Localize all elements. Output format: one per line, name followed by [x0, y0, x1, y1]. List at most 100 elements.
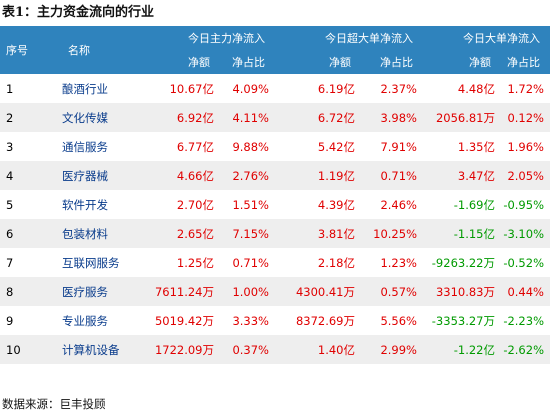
row-index: 1 [6, 81, 14, 96]
industry-name: 医疗器械 [50, 161, 140, 190]
row-index: 8 [0, 277, 50, 306]
main-net-ratio: 1.51% [232, 197, 269, 212]
main-net-amount: 7611.24万 [140, 277, 220, 306]
large-net-ratio: 0.44% [501, 277, 550, 306]
large-net-ratio: 1.96% [507, 139, 544, 154]
main-net-ratio: 3.33% [232, 313, 269, 328]
row-index: 5 [6, 197, 14, 212]
sub-amount-header: 净额 [140, 50, 220, 74]
super-large-net-ratio: 1.23% [380, 255, 417, 270]
super-large-net-ratio: 0.71% [361, 161, 423, 190]
super-large-net-amount: 1.40亿 [275, 335, 361, 364]
main-net-amount: 5019.42万 [154, 313, 214, 328]
sub-amount-header: 净额 [423, 50, 501, 74]
row-index: 10 [0, 335, 50, 364]
super-large-net-amount: 6.72亿 [275, 103, 361, 132]
industry-name: 软件开发 [62, 197, 108, 212]
super-large-net-ratio: 3.98% [361, 103, 423, 132]
table-caption: 表1：主力资金流向的行业 [2, 5, 155, 20]
large-net-amount: 3.47亿 [423, 161, 501, 190]
large-net-amount: 2056.81万 [423, 103, 501, 132]
super-large-net-amount: 4300.41万 [275, 277, 361, 306]
industry-name: 文化传媒 [50, 103, 140, 132]
super-large-net-ratio: 2.99% [361, 335, 423, 364]
large-net-amount: -1.15亿 [423, 219, 501, 248]
super-large-net-amount: 4.39亿 [317, 197, 355, 212]
sub-ratio-header: 净占比 [501, 50, 550, 74]
super-large-net-ratio: 0.57% [361, 277, 423, 306]
main-net-ratio: 7.15% [220, 219, 275, 248]
industry-name: 互联网服务 [62, 255, 120, 270]
large-net-amount: -3353.27万 [431, 313, 495, 328]
industry-name: 专业服务 [62, 313, 108, 328]
table-row: 10 计算机设备 1722.09万 0.37% 1.40亿 2.99% -1.22亿 -2.6… [0, 335, 550, 364]
row-index: 3 [6, 139, 14, 154]
super-large-net-amount: 6.19亿 [317, 81, 355, 96]
industry-name: 医疗服务 [50, 277, 140, 306]
table-row: 8 医疗服务 7611.24万 1.00% 4300.41万 0.57% 3310.83万 0… [0, 277, 550, 306]
sub-ratio-header: 净占比 [220, 50, 275, 74]
super-large-net-amount: 8372.69万 [295, 313, 355, 328]
group-large-header: 今日大单净流入 [423, 26, 550, 50]
data-source-note: 数据来源：巨丰投顾 [2, 397, 106, 411]
main-net-ratio: 1.00% [220, 277, 275, 306]
row-index: 9 [6, 313, 14, 328]
main-net-ratio: 4.09% [232, 81, 269, 96]
fund-flow-table: 序号 名称 今日主力净流入 今日超大单净流入 今日大单净流入 净额 净占比 净额… [0, 26, 550, 364]
main-net-ratio: 0.71% [232, 255, 269, 270]
group-super-large-header: 今日超大单净流入 [275, 26, 423, 50]
large-net-amount: -1.69亿 [453, 197, 495, 212]
super-large-net-amount: 1.19亿 [275, 161, 361, 190]
main-net-ratio: 4.11% [220, 103, 275, 132]
table-row: 4 医疗器械 4.66亿 2.76% 1.19亿 0.71% 3.47亿 2.05% [0, 161, 550, 190]
large-net-amount: -9263.22万 [431, 255, 495, 270]
large-net-amount: -1.22亿 [423, 335, 501, 364]
super-large-net-ratio: 10.25% [361, 219, 423, 248]
row-index: 7 [6, 255, 14, 270]
large-net-ratio: 1.72% [507, 81, 544, 96]
table-row: 5 软件开发 2.70亿 1.51% 4.39亿 2.46% -1.69亿 -0.95% [0, 190, 550, 219]
sub-ratio-header: 净占比 [361, 50, 423, 74]
sub-amount-header: 净额 [275, 50, 361, 74]
large-net-ratio: -0.95% [503, 197, 544, 212]
table-row: 1 酿酒行业 10.67亿 4.09% 6.19亿 2.37% 4.48亿 1.72% [0, 74, 550, 103]
col-name-header: 名称 [50, 26, 140, 74]
main-net-amount: 4.66亿 [140, 161, 220, 190]
industry-name: 通信服务 [62, 139, 108, 154]
super-large-net-amount: 3.81亿 [275, 219, 361, 248]
main-net-ratio: 0.37% [220, 335, 275, 364]
group-main-header: 今日主力净流入 [140, 26, 275, 50]
main-net-amount: 2.65亿 [140, 219, 220, 248]
main-net-ratio: 2.76% [220, 161, 275, 190]
large-net-ratio: -2.23% [503, 313, 544, 328]
large-net-ratio: -0.52% [503, 255, 544, 270]
industry-name: 计算机设备 [50, 335, 140, 364]
main-net-amount: 10.67亿 [169, 81, 214, 96]
super-large-net-ratio: 5.56% [380, 313, 417, 328]
row-index: 2 [0, 103, 50, 132]
main-net-ratio: 9.88% [232, 139, 269, 154]
industry-name: 包装材料 [50, 219, 140, 248]
large-net-amount: 4.48亿 [457, 81, 495, 96]
table-row: 9 专业服务 5019.42万 3.33% 8372.69万 5.56% -3353.27万… [0, 306, 550, 335]
main-net-amount: 6.77亿 [176, 139, 214, 154]
super-large-net-ratio: 7.91% [380, 139, 417, 154]
table-row: 2 文化传媒 6.92亿 4.11% 6.72亿 3.98% 2056.81万 0.12% [0, 103, 550, 132]
super-large-net-ratio: 2.37% [380, 81, 417, 96]
main-net-amount: 1722.09万 [140, 335, 220, 364]
large-net-amount: 1.35亿 [457, 139, 495, 154]
super-large-net-amount: 5.42亿 [317, 139, 355, 154]
main-net-amount: 6.92亿 [140, 103, 220, 132]
industry-name: 酿酒行业 [62, 81, 108, 96]
row-index: 6 [0, 219, 50, 248]
large-net-amount: 3310.83万 [423, 277, 501, 306]
main-net-amount: 2.70亿 [176, 197, 214, 212]
super-large-net-ratio: 2.46% [380, 197, 417, 212]
large-net-ratio: 2.05% [501, 161, 550, 190]
table-row: 7 互联网服务 1.25亿 0.71% 2.18亿 1.23% -9263.22万 -0.52… [0, 248, 550, 277]
super-large-net-amount: 2.18亿 [317, 255, 355, 270]
table-row: 6 包装材料 2.65亿 7.15% 3.81亿 10.25% -1.15亿 -3.10% [0, 219, 550, 248]
col-index-header: 序号 [0, 26, 50, 74]
table-row: 3 通信服务 6.77亿 9.88% 5.42亿 7.91% 1.35亿 1.96% [0, 132, 550, 161]
large-net-ratio: 0.12% [501, 103, 550, 132]
